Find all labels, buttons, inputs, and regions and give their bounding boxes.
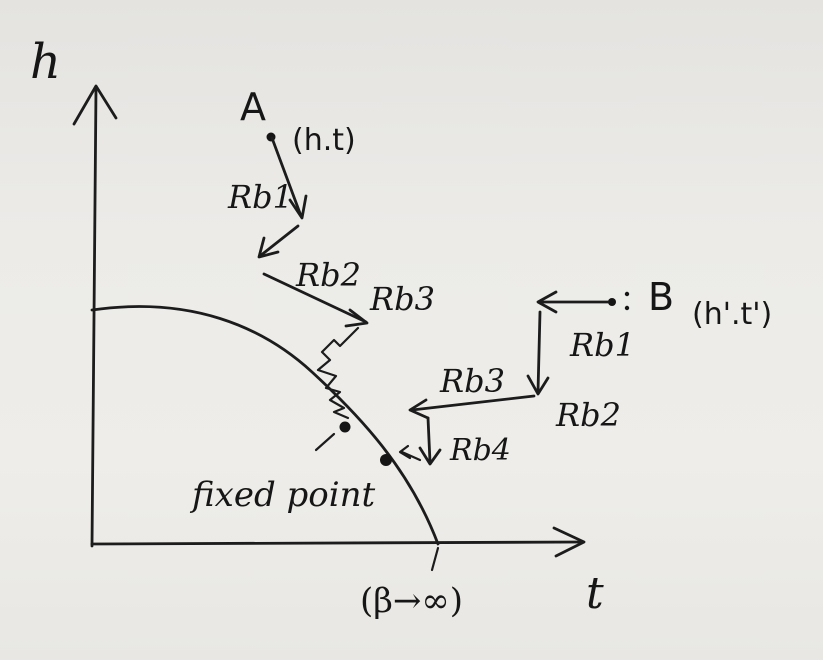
fixed-point-label: fixed point	[189, 475, 376, 515]
path-a-step2-arrowhead	[257, 236, 280, 259]
h-axis-arrowhead	[72, 84, 118, 126]
path-b-step1-arrowhead	[536, 290, 558, 314]
path-b-label-1: Rb1	[569, 326, 635, 364]
path-b-final-step	[398, 444, 422, 462]
fixed-point-a-dot	[339, 421, 351, 433]
path-b-step4	[426, 416, 432, 464]
point-a-coords: (h.t)	[292, 123, 356, 158]
t-axis-arrowhead	[552, 526, 586, 558]
fixed-point-curve	[90, 305, 440, 546]
path-a-step3	[262, 272, 368, 324]
path-a-zigzag	[316, 326, 360, 420]
path-b-label-3: Rb3	[439, 362, 505, 400]
path-a-step1	[270, 136, 303, 218]
limit-label: (β→∞)	[360, 581, 463, 621]
path-a-step2	[258, 224, 300, 258]
path-b-step2-arrowhead	[526, 374, 550, 396]
path-a-label-3: Rb3	[369, 280, 435, 318]
path-b-step3-arrowhead	[408, 398, 430, 420]
path-a-step1-arrowhead	[288, 194, 308, 220]
point-b-name: B	[648, 275, 674, 319]
point-b-coords: (h'.t')	[692, 297, 772, 332]
path-a-label-1: Rb1	[227, 178, 293, 216]
path-b-step3	[410, 394, 536, 412]
h-axis-label: h	[30, 34, 61, 90]
h-axis	[90, 86, 98, 548]
point-a-name: A	[240, 85, 266, 129]
path-b-label-2: Rb2	[555, 396, 621, 434]
fixed-point-b-dot	[380, 454, 392, 466]
path-b-step4-arrowhead	[418, 446, 442, 466]
point-b-colon-bottom	[624, 305, 630, 311]
point-b-dot	[608, 298, 616, 306]
path-b-step2	[536, 310, 542, 394]
fixed-point-a-pointer	[314, 432, 336, 452]
point-b-colon-top	[624, 291, 630, 297]
path-b-label-4: Rb4	[449, 433, 511, 468]
t-axis-label: t	[586, 568, 604, 619]
path-a-step3-arrowhead	[344, 308, 369, 328]
limit-pointer	[430, 546, 440, 572]
t-axis	[90, 540, 584, 546]
path-a-label-2: Rb2	[295, 256, 361, 294]
